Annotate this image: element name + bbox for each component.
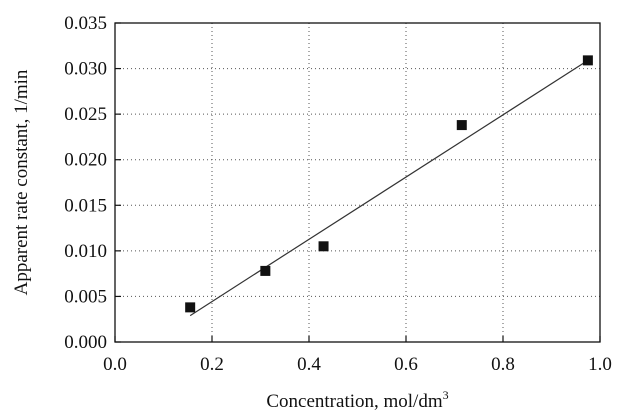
- data-point: [318, 241, 329, 252]
- axis-ticks: [114, 22, 601, 343]
- data-points: [185, 55, 593, 313]
- x-tick-label: 0.8: [491, 354, 515, 375]
- data-point: [185, 302, 196, 313]
- y-tick-label: 0.035: [64, 13, 107, 34]
- y-tick-label: 0.005: [64, 286, 107, 307]
- data-point: [260, 265, 271, 276]
- x-axis-tick-labels: 0.0 0.2 0.4 0.6 0.8 1.0: [103, 354, 612, 375]
- y-tick-label: 0.030: [64, 59, 107, 80]
- x-axis-title: Concentration, mol/dm3: [266, 388, 448, 412]
- y-tick-label: 0.010: [64, 241, 107, 262]
- x-tick-label: 0.0: [103, 354, 127, 375]
- data-point: [456, 120, 467, 131]
- grid: [115, 23, 600, 342]
- y-tick-label: 0.020: [64, 150, 107, 171]
- y-axis-tick-labels: 0.000 0.005 0.010 0.015 0.020 0.025 0.030 0.035: [64, 13, 107, 353]
- y-tick-label: 0.015: [64, 195, 107, 216]
- y-axis-title: Apparent rate constant, 1/min: [11, 69, 32, 295]
- plot-frame: [114, 22, 601, 343]
- linear-fit-line: [189, 59, 589, 317]
- x-tick-label: 0.2: [200, 354, 224, 375]
- x-tick-label: 0.6: [394, 354, 418, 375]
- data-point: [582, 55, 593, 66]
- x-axis-title-text: Concentration, mol/dm: [266, 391, 442, 412]
- y-tick-label: 0.000: [64, 332, 107, 353]
- x-tick-label: 0.4: [297, 354, 321, 375]
- x-tick-label: 1.0: [588, 354, 612, 375]
- x-axis-title-superscript: 3: [443, 388, 449, 402]
- y-tick-label: 0.025: [64, 104, 107, 125]
